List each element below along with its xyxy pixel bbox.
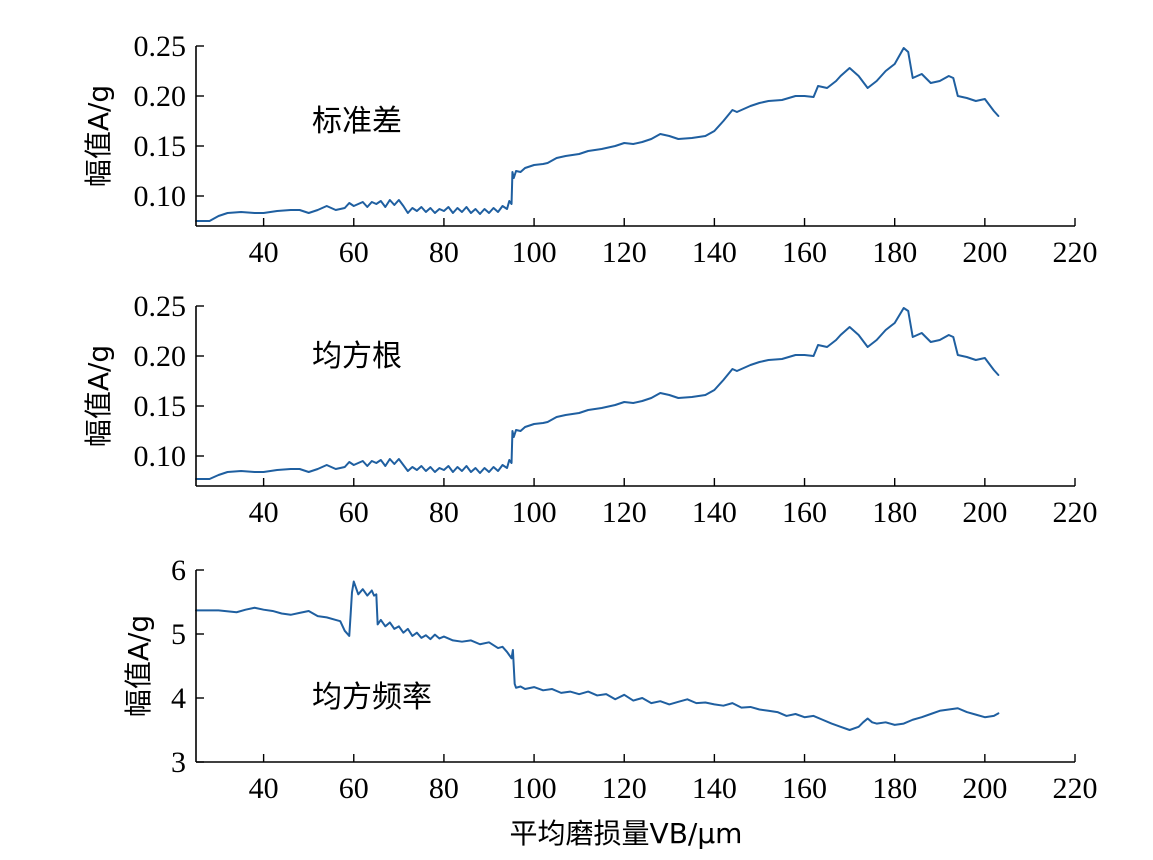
x-tick-label: 160 bbox=[782, 772, 827, 805]
x-tick-label: 80 bbox=[429, 236, 459, 269]
series-line-rms bbox=[195, 307, 1000, 480]
y-tick-label: 3 bbox=[171, 746, 186, 779]
x-tick-label: 80 bbox=[429, 772, 459, 805]
y-ticks-3: 3 4 5 6 bbox=[171, 554, 204, 779]
x-tick-label: 100 bbox=[512, 772, 557, 805]
y-axis-label-1: 幅值A/g bbox=[82, 85, 115, 187]
x-tick-label: 140 bbox=[692, 496, 737, 529]
y-tick-label: 0.20 bbox=[134, 340, 187, 373]
x-ticks-3: 40 60 80 100 120 140 160 180 200 220 bbox=[249, 754, 1098, 805]
x-tick-label: 80 bbox=[429, 496, 459, 529]
annotation-rms: 均方根 bbox=[312, 339, 402, 374]
y-axis-label-3: 幅值A/g bbox=[122, 615, 155, 717]
y-tick-label: 0.15 bbox=[134, 390, 187, 423]
x-tick-label: 40 bbox=[249, 772, 279, 805]
x-ticks-1: 40 60 80 100 120 140 160 180 200 220 bbox=[249, 218, 1098, 269]
chart-rms: 0.10 0.15 0.20 0.25 40 60 80 100 120 140 160 180 20… bbox=[82, 290, 1098, 529]
x-tick-label: 180 bbox=[872, 236, 917, 269]
y-tick-label: 5 bbox=[171, 618, 186, 651]
y-axis-label-2: 幅值A/g bbox=[82, 345, 115, 447]
x-tick-label: 60 bbox=[339, 772, 369, 805]
x-tick-label: 220 bbox=[1053, 772, 1098, 805]
x-tick-label: 60 bbox=[339, 496, 369, 529]
plot-area-1 bbox=[196, 46, 1075, 226]
x-axis-label: 平均磨损量VB/μm bbox=[510, 817, 743, 850]
x-tick-label: 120 bbox=[602, 236, 647, 269]
x-tick-label: 220 bbox=[1053, 496, 1098, 529]
x-tick-label: 160 bbox=[782, 236, 827, 269]
x-tick-label: 200 bbox=[962, 236, 1007, 269]
series-line-msf bbox=[195, 580, 1000, 731]
x-tick-label: 120 bbox=[602, 496, 647, 529]
x-tick-label: 140 bbox=[692, 772, 737, 805]
y-ticks-1: 0.10 0.15 0.20 0.25 bbox=[134, 30, 204, 213]
x-tick-label: 120 bbox=[602, 772, 647, 805]
chart-mean-square-frequency: 3 4 5 6 40 60 80 100 120 140 160 180 200 220 幅值A/g 均… bbox=[122, 554, 1098, 850]
plot-area-2 bbox=[196, 306, 1075, 486]
x-tick-label: 160 bbox=[782, 496, 827, 529]
y-tick-label: 0.25 bbox=[134, 290, 187, 323]
y-tick-label: 6 bbox=[171, 554, 186, 587]
y-tick-label: 0.10 bbox=[134, 180, 187, 213]
plot-area-3 bbox=[196, 570, 1075, 762]
x-tick-label: 200 bbox=[962, 772, 1007, 805]
y-tick-label: 0.20 bbox=[134, 80, 187, 113]
x-tick-label: 180 bbox=[872, 496, 917, 529]
y-tick-label: 0.15 bbox=[134, 130, 187, 163]
x-tick-label: 140 bbox=[692, 236, 737, 269]
y-tick-label: 0.10 bbox=[134, 440, 187, 473]
x-tick-label: 100 bbox=[512, 496, 557, 529]
x-tick-label: 40 bbox=[249, 236, 279, 269]
annotation-std-dev: 标准差 bbox=[312, 104, 402, 139]
x-tick-label: 40 bbox=[249, 496, 279, 529]
x-ticks-2: 40 60 80 100 120 140 160 180 200 220 bbox=[249, 478, 1098, 529]
y-tick-label: 4 bbox=[171, 682, 186, 715]
x-tick-label: 100 bbox=[512, 236, 557, 269]
x-tick-label: 60 bbox=[339, 236, 369, 269]
x-tick-label: 180 bbox=[872, 772, 917, 805]
annotation-msf: 均方频率 bbox=[312, 680, 432, 715]
y-ticks-2: 0.10 0.15 0.20 0.25 bbox=[134, 290, 204, 473]
chart-standard-deviation: 0.10 0.15 0.20 0.25 40 60 80 100 120 140 160 180 20… bbox=[82, 30, 1098, 269]
x-tick-label: 220 bbox=[1053, 236, 1098, 269]
series-line-std-dev bbox=[195, 47, 1000, 222]
x-tick-label: 200 bbox=[962, 496, 1007, 529]
y-tick-label: 0.25 bbox=[134, 30, 187, 63]
